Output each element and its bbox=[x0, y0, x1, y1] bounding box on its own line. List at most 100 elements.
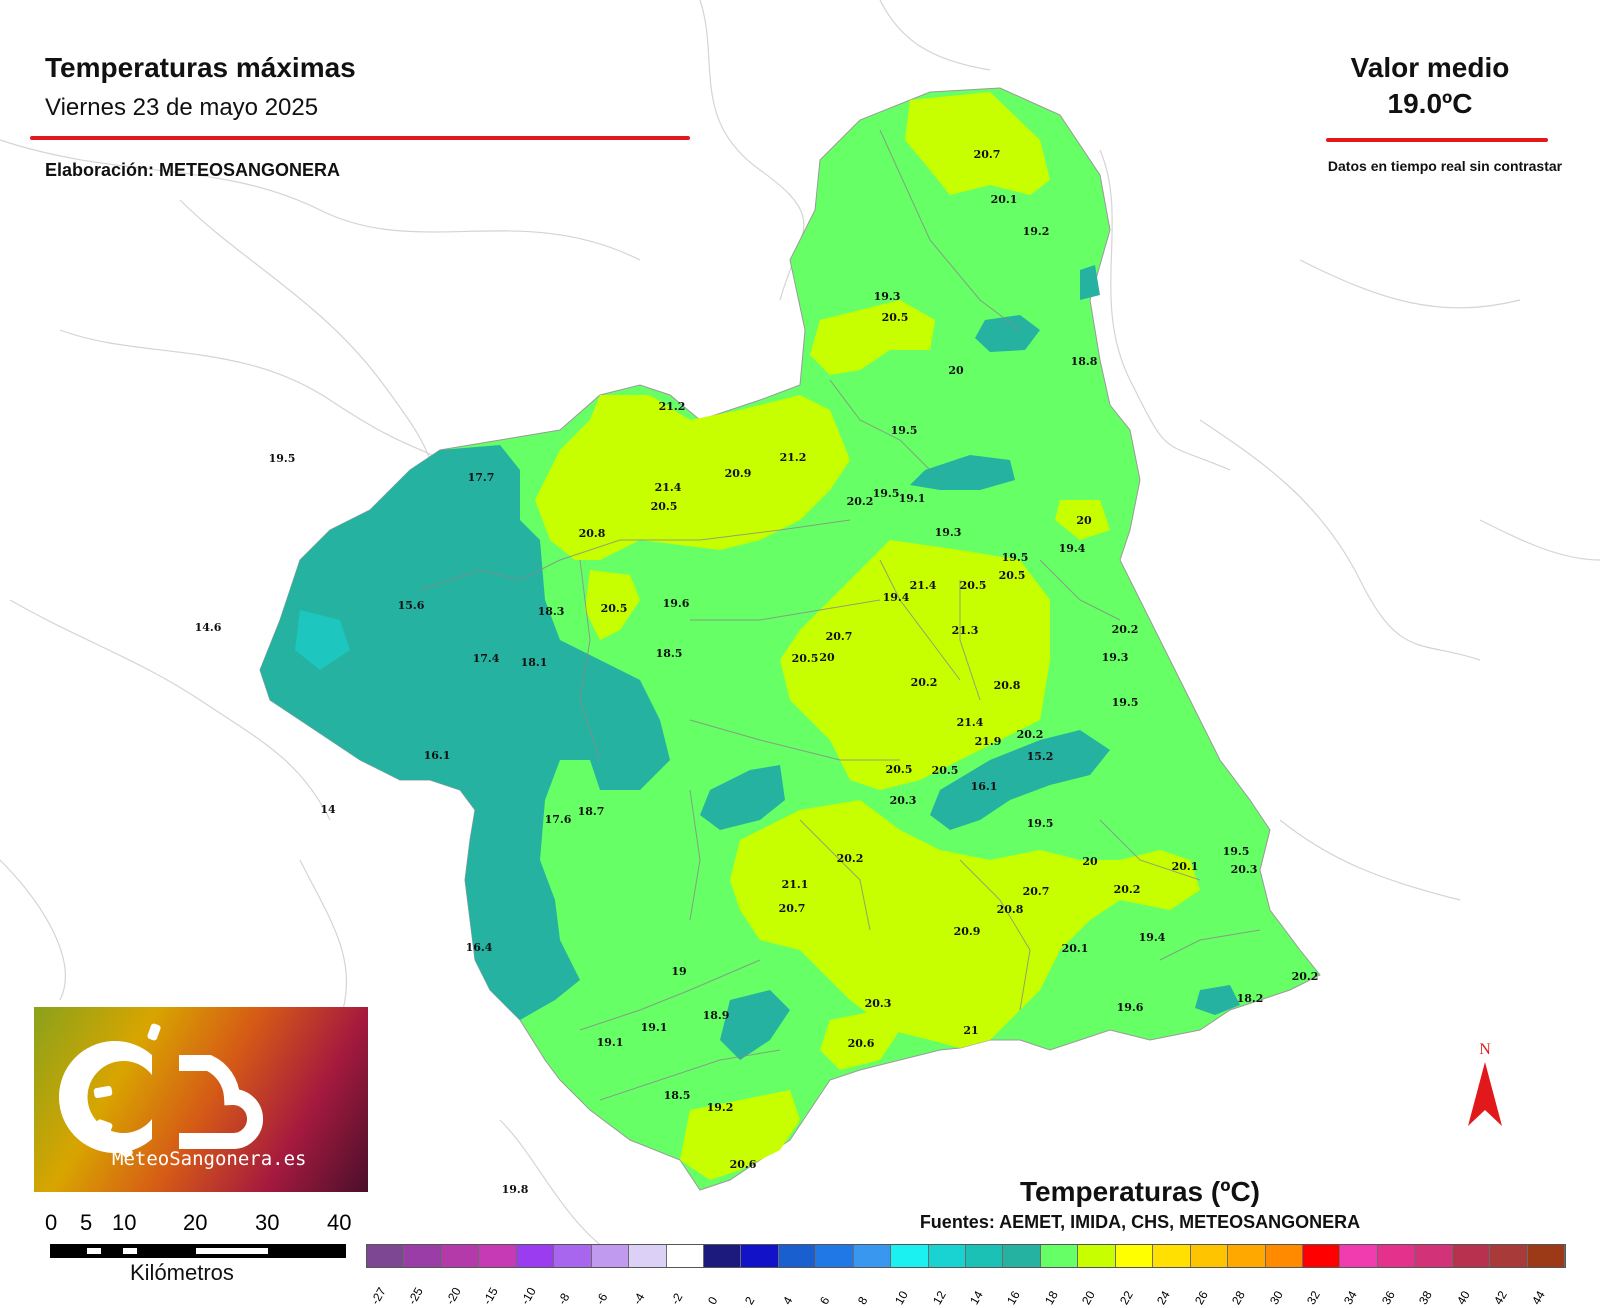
station-value: 21.9 bbox=[975, 735, 1002, 748]
legend-swatch bbox=[1527, 1245, 1565, 1267]
station-value: 18.7 bbox=[578, 805, 605, 818]
average-value: 19.0ºC bbox=[1387, 88, 1473, 119]
station-value: 19.5 bbox=[269, 452, 296, 465]
legend-label: 22 bbox=[1116, 1288, 1136, 1307]
scale-tick: 30 bbox=[255, 1210, 280, 1235]
municipal-boundaries bbox=[419, 129, 1261, 1101]
legend-swatch bbox=[1340, 1245, 1378, 1267]
meteosangonera-logo[interactable]: MeteoSangonera.es bbox=[34, 1007, 368, 1192]
author-credit: Elaboración: METEOSANGONERA bbox=[45, 160, 341, 180]
zone-cold-spots bbox=[700, 265, 1240, 1060]
station-value: 16.4 bbox=[466, 941, 493, 954]
station-value: 20.9 bbox=[954, 925, 981, 938]
average-label: Valor medio bbox=[1350, 52, 1510, 83]
legend-swatch bbox=[1003, 1245, 1041, 1267]
station-value: 19.5 bbox=[891, 424, 918, 437]
station-value: 19.6 bbox=[1117, 1001, 1144, 1014]
station-value: 19.8 bbox=[502, 1183, 529, 1196]
station-value: 20.1 bbox=[991, 193, 1018, 206]
station-value: 19.4 bbox=[1059, 542, 1086, 555]
station-value: 15.2 bbox=[1027, 750, 1054, 763]
legend-swatch bbox=[1490, 1245, 1528, 1267]
station-value: 20.5 bbox=[651, 500, 678, 513]
legend-label: 14 bbox=[967, 1288, 986, 1307]
station-value: 19.1 bbox=[899, 492, 926, 505]
station-value: 20 bbox=[948, 364, 964, 377]
station-value: 20.6 bbox=[730, 1158, 757, 1171]
station-value: 18.8 bbox=[1071, 355, 1098, 368]
legend-swatch bbox=[591, 1245, 630, 1267]
station-value: 18.3 bbox=[538, 605, 565, 618]
legend-label: -20 bbox=[442, 1284, 464, 1307]
legend-label: -15 bbox=[480, 1284, 502, 1307]
legend-swatch bbox=[1265, 1245, 1303, 1267]
scale-ticks: 0 5 10 20 30 40 bbox=[30, 1210, 380, 1235]
legend-swatch bbox=[1190, 1245, 1229, 1267]
legend-label: 10 bbox=[892, 1288, 911, 1307]
legend-labels: -27 -25 -20 -15 -10 -8 -6 -4 -2 0 2 4 6 8 10 12 14 16 18 20… bbox=[366, 1270, 1564, 1307]
station-value: 20.7 bbox=[779, 902, 806, 915]
sun-cloud-icon bbox=[58, 1023, 263, 1158]
legend-label: -2 bbox=[667, 1290, 685, 1307]
station-value: 20.5 bbox=[601, 602, 628, 615]
station-value: 21.3 bbox=[952, 624, 979, 637]
station-value: 16.1 bbox=[971, 780, 998, 793]
station-value: 20 bbox=[1076, 514, 1092, 527]
legend-label: 18 bbox=[1041, 1288, 1061, 1307]
legend-label: 0 bbox=[704, 1294, 721, 1307]
station-value: 19.1 bbox=[597, 1036, 624, 1049]
station-value: 20.2 bbox=[911, 676, 938, 689]
north-label: N bbox=[1479, 1041, 1491, 1058]
station-value: 19.5 bbox=[1223, 845, 1250, 858]
station-value: 20.3 bbox=[1231, 863, 1258, 876]
station-value: 19.4 bbox=[883, 591, 910, 604]
data-sources: Fuentes: AEMET, IMIDA, CHS, METEOSANGONE… bbox=[919, 1212, 1361, 1232]
station-value: 19.3 bbox=[935, 526, 962, 539]
station-value: 17.7 bbox=[468, 471, 495, 484]
station-value: 20.6 bbox=[848, 1037, 875, 1050]
legend-title: Temperaturas (ºC) bbox=[1020, 1176, 1260, 1207]
station-value: 19.5 bbox=[1002, 551, 1029, 564]
legend-label: -25 bbox=[405, 1284, 427, 1307]
station-value: 20.2 bbox=[1292, 970, 1319, 983]
station-value: 20.8 bbox=[579, 527, 606, 540]
zone-cold-core bbox=[295, 610, 350, 670]
zone-warm bbox=[535, 92, 1200, 1180]
legend-swatch bbox=[516, 1245, 555, 1267]
legend-swatch bbox=[853, 1245, 892, 1267]
legend-label: 28 bbox=[1229, 1288, 1248, 1307]
legend-label: -8 bbox=[555, 1290, 573, 1307]
legend-label: -10 bbox=[517, 1284, 539, 1307]
station-value: 21.4 bbox=[910, 579, 937, 592]
station-value: 18.9 bbox=[703, 1009, 730, 1022]
legend-label: 16 bbox=[1004, 1288, 1024, 1307]
legend-swatch bbox=[1377, 1245, 1416, 1267]
legend-swatch bbox=[703, 1245, 742, 1267]
station-value: 21.4 bbox=[655, 481, 682, 494]
station-value: 20.5 bbox=[886, 763, 913, 776]
station-value: 20.5 bbox=[999, 569, 1026, 582]
station-value: 20.3 bbox=[890, 794, 917, 807]
station-value: 14.6 bbox=[195, 621, 222, 634]
zone-cold-west bbox=[260, 445, 670, 1020]
station-value: 20.5 bbox=[882, 311, 909, 324]
legend-label: 8 bbox=[854, 1294, 871, 1307]
scale-tick: 10 bbox=[112, 1210, 137, 1235]
legend-swatch bbox=[1153, 1245, 1191, 1267]
legend-swatch bbox=[554, 1245, 592, 1267]
station-value: 16.1 bbox=[424, 749, 451, 762]
station-value: 20.5 bbox=[932, 764, 959, 777]
station-value: 20 bbox=[1082, 855, 1098, 868]
scale-tick: 5 bbox=[80, 1210, 93, 1235]
scale-unit: Kilómetros bbox=[130, 1260, 234, 1285]
station-value: 20.9 bbox=[725, 467, 752, 480]
station-value: 20.2 bbox=[1114, 883, 1141, 896]
logo-text: MeteoSangonera.es bbox=[112, 1148, 307, 1170]
legend-label: 32 bbox=[1303, 1288, 1323, 1307]
station-value: 19.4 bbox=[1139, 931, 1166, 944]
legend-label: 26 bbox=[1191, 1288, 1211, 1307]
station-value: 17.4 bbox=[473, 652, 500, 665]
station-value: 20.7 bbox=[826, 630, 853, 643]
station-value: 19.5 bbox=[1112, 696, 1139, 709]
